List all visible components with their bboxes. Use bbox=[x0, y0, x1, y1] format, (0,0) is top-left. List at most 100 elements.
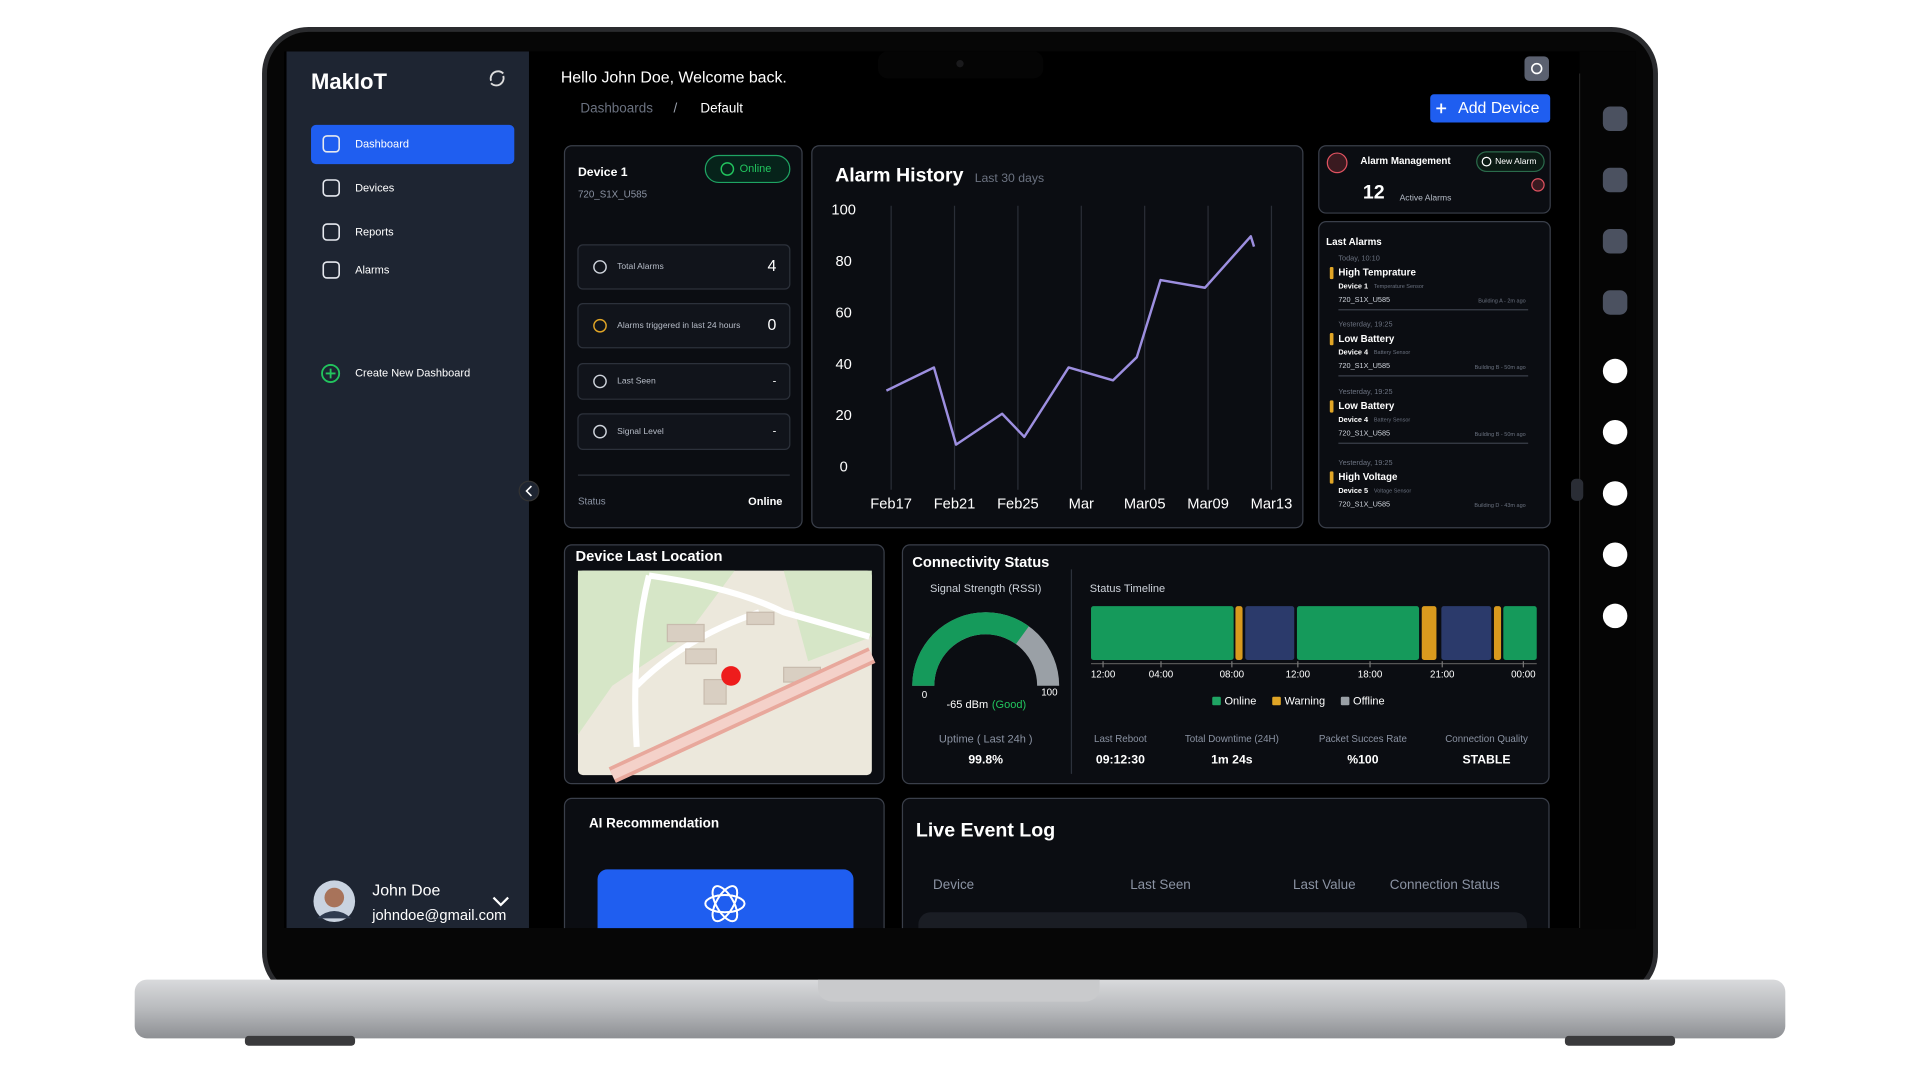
refresh-icon bbox=[1531, 178, 1545, 192]
timeline-tick-label: 21:00 bbox=[1430, 669, 1455, 680]
rail-dot[interactable] bbox=[1602, 481, 1628, 506]
alarm-title: Low Battery bbox=[1338, 401, 1395, 412]
nav-item[interactable]: Dashboard bbox=[355, 138, 409, 150]
foot bbox=[1564, 1035, 1676, 1046]
rail-icon[interactable] bbox=[1602, 167, 1628, 193]
nav-icon bbox=[322, 261, 340, 279]
user-email: johndoe@gmail.com bbox=[371, 908, 506, 924]
alarm-meta: Building B - 50m ago bbox=[1475, 432, 1526, 438]
timeline-segment bbox=[1441, 606, 1492, 660]
y-tick-label: 40 bbox=[836, 357, 852, 373]
metric-box bbox=[577, 363, 791, 400]
timeline-title: Status Timeline bbox=[1090, 583, 1165, 595]
alarm-id: 720_S1X_U585 bbox=[1338, 361, 1390, 370]
ai-button[interactable] bbox=[597, 869, 854, 955]
metric-label: Alarms triggered in last 24 hours bbox=[617, 320, 740, 330]
column-header: Last Value bbox=[1293, 877, 1356, 892]
timeline-segment bbox=[1245, 606, 1295, 660]
base-notch bbox=[817, 979, 1100, 1002]
stat-label: Last Reboot bbox=[1094, 734, 1147, 745]
breadcrumb: Dashboards bbox=[580, 101, 653, 116]
collapse-arrow bbox=[525, 485, 532, 497]
timeline-tick-label: 12:00 bbox=[1286, 669, 1311, 680]
signal-reading: -65 dBm bbox=[947, 699, 989, 711]
column-header: Device bbox=[933, 877, 974, 892]
alarm-sensor: Battery Sensor bbox=[1374, 350, 1411, 356]
new-alarm-btn[interactable] bbox=[1476, 151, 1545, 173]
gauge-min: 0 bbox=[922, 690, 928, 701]
nav-item[interactable]: Alarms bbox=[355, 265, 390, 277]
rail-icon[interactable] bbox=[1602, 228, 1628, 254]
sync-icon bbox=[489, 70, 505, 87]
chart-title: Alarm History bbox=[835, 164, 963, 186]
signal-quality: (Good) bbox=[992, 699, 1026, 711]
status-value: Online bbox=[748, 496, 782, 508]
legend-label: Offline bbox=[1353, 696, 1385, 708]
x-tick-label: Mar bbox=[1069, 496, 1094, 512]
x-tick-label: Feb25 bbox=[997, 496, 1039, 512]
alarm-meta: Building A - 2m ago bbox=[1478, 299, 1525, 305]
connectivity-title: Connectivity Status bbox=[912, 555, 1049, 571]
app-logo: MakIoT bbox=[311, 69, 387, 94]
alarm-time: Yesterday, 19:25 bbox=[1338, 387, 1392, 396]
metric-value: - bbox=[773, 375, 777, 387]
alarm-title: Low Battery bbox=[1338, 334, 1395, 345]
legend-label: Online bbox=[1224, 696, 1256, 708]
rail-dot[interactable] bbox=[1602, 603, 1628, 629]
x-tick-label: Feb21 bbox=[934, 496, 976, 512]
legend-swatch bbox=[1272, 696, 1281, 706]
map-green bbox=[783, 570, 872, 662]
nav-active bbox=[311, 124, 515, 165]
rail-icon[interactable] bbox=[1602, 290, 1628, 315]
nav-icon bbox=[322, 223, 340, 241]
alarm-meta: Building D - 43m ago bbox=[1474, 503, 1525, 509]
stat-label: Packet Succes Rate bbox=[1319, 734, 1407, 745]
card bbox=[1318, 221, 1551, 529]
alarm-count: 12 bbox=[1363, 182, 1385, 204]
event-row bbox=[918, 912, 1527, 929]
device-id: 720_S1X_U585 bbox=[578, 189, 648, 200]
rail-dot[interactable] bbox=[1602, 358, 1628, 384]
column-header: Last Seen bbox=[1130, 877, 1191, 892]
sidebar[interactable] bbox=[286, 51, 529, 929]
map-building bbox=[746, 611, 775, 626]
map-main-road-edge bbox=[610, 650, 874, 780]
stat-value: 09:12:30 bbox=[1096, 753, 1145, 767]
nav-item[interactable]: Reports bbox=[355, 227, 394, 239]
map-pin bbox=[721, 666, 741, 686]
rail-icon[interactable] bbox=[1602, 106, 1628, 132]
alarm-time: Yesterday, 19:25 bbox=[1338, 319, 1392, 328]
timeline-segment bbox=[1296, 606, 1420, 660]
alarm-severity bbox=[1329, 266, 1334, 280]
legend-swatch bbox=[1212, 696, 1221, 706]
ai-logo-petal bbox=[704, 894, 746, 914]
metric-value: 0 bbox=[767, 317, 776, 334]
theme-toggle[interactable] bbox=[1524, 56, 1549, 81]
rail-dot[interactable] bbox=[1602, 542, 1628, 567]
breadcrumb: Default bbox=[700, 101, 743, 116]
nav-item[interactable]: Devices bbox=[355, 182, 395, 194]
alarm-time: Yesterday, 19:25 bbox=[1338, 458, 1392, 467]
metric-icon bbox=[593, 374, 607, 389]
gauge-max: 100 bbox=[1041, 688, 1058, 699]
alarm-severity bbox=[1329, 471, 1334, 484]
timeline-segment bbox=[1421, 606, 1437, 660]
rail-dot[interactable] bbox=[1602, 420, 1628, 445]
alarm-sensor: Temperature Sensor bbox=[1374, 284, 1424, 290]
ai-title: AI Recommendation bbox=[589, 816, 719, 831]
stat-value: %100 bbox=[1347, 753, 1378, 767]
alarm-device: Device 4 bbox=[1338, 348, 1369, 357]
y-tick-label: 100 bbox=[831, 202, 856, 218]
collapse-btn bbox=[518, 480, 540, 502]
greeting: Hello John Doe, Welcome back. bbox=[561, 70, 787, 87]
rail-tab bbox=[1571, 478, 1584, 501]
alarm-time: Today, 10:10 bbox=[1338, 253, 1379, 262]
timeline-segment bbox=[1091, 606, 1234, 660]
badge-icon bbox=[720, 162, 735, 176]
alarm-sensor: Battery Sensor bbox=[1374, 417, 1411, 423]
card bbox=[811, 145, 1304, 529]
timeline-tick-label: 00:00 bbox=[1511, 669, 1536, 680]
add-device-btn[interactable] bbox=[1430, 94, 1551, 123]
timeline-tick-label: 08:00 bbox=[1220, 669, 1245, 680]
